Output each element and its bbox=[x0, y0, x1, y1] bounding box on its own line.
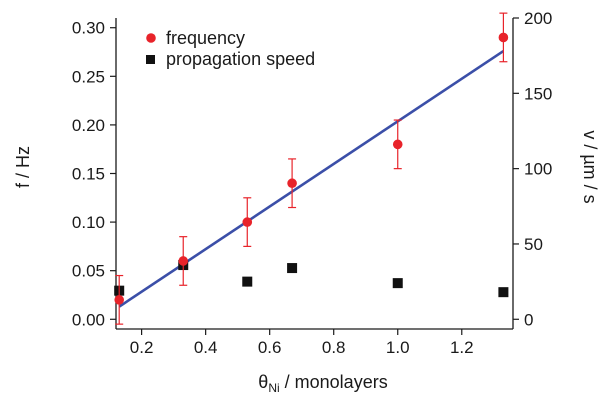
legend-propagation-speed-marker bbox=[146, 55, 155, 64]
y-right-ticks: 0 50 100 150 200 bbox=[513, 9, 552, 329]
x-axis-title: θNi / monolayers bbox=[258, 372, 387, 393]
x-tick-label: 0.2 bbox=[130, 338, 154, 357]
linear-fit-line bbox=[118, 49, 505, 308]
y-right-tick-label: 100 bbox=[524, 160, 552, 179]
y-right-tick-label: 200 bbox=[524, 9, 552, 28]
y-right-axis-title: v / µm / s bbox=[580, 130, 599, 203]
y-left-tick-label: 0.15 bbox=[72, 165, 105, 184]
x-tick-label: 0.8 bbox=[322, 338, 346, 357]
y-left-axis-title: f / Hz bbox=[13, 146, 33, 188]
x-axis-title-subscript: Ni bbox=[268, 381, 279, 393]
legend-frequency-label: frequency bbox=[166, 28, 245, 48]
frequency-point bbox=[242, 217, 253, 227]
propagation-speed-point bbox=[392, 278, 403, 289]
legend: frequency propagation speed bbox=[146, 28, 315, 69]
y-right-tick-label: 150 bbox=[524, 84, 552, 103]
y-left-ticks: 0.00 0.05 0.10 0.15 0.20 0.25 0.30 bbox=[72, 19, 116, 329]
y-left-tick-label: 0.00 bbox=[72, 310, 105, 329]
y-left-tick-label: 0.30 bbox=[72, 19, 105, 38]
y-right-tick-label: 50 bbox=[524, 235, 543, 254]
y-right-tick-label: 0 bbox=[524, 310, 533, 329]
frequency-point bbox=[178, 256, 189, 266]
x-tick-label: 1.2 bbox=[450, 338, 474, 357]
y-left-tick-label: 0.10 bbox=[72, 213, 105, 232]
x-tick-label: 0.4 bbox=[194, 338, 218, 357]
x-tick-label: 1.0 bbox=[386, 338, 410, 357]
x-ticks: 0.2 0.4 0.6 0.8 1.0 1.2 bbox=[130, 329, 474, 357]
frequency-series bbox=[114, 12, 509, 325]
propagation-speed-series bbox=[114, 260, 509, 298]
frequency-point bbox=[498, 32, 509, 43]
fit-line-group bbox=[118, 49, 505, 308]
propagation-speed-point bbox=[498, 287, 509, 298]
x-tick-label: 0.6 bbox=[258, 338, 282, 357]
frequency-point bbox=[392, 139, 403, 150]
propagation-speed-point bbox=[242, 276, 253, 287]
x-axis-title-symbol: θ bbox=[258, 372, 268, 392]
legend-frequency-marker bbox=[146, 33, 156, 43]
y-left-tick-label: 0.20 bbox=[72, 116, 105, 135]
frequency-point bbox=[114, 295, 125, 305]
propagation-speed-point bbox=[287, 263, 298, 274]
x-axis-title-unit: / monolayers bbox=[280, 372, 388, 392]
legend-propagation-speed-label: propagation speed bbox=[166, 49, 315, 69]
y-left-tick-label: 0.05 bbox=[72, 262, 105, 281]
y-left-tick-label: 0.25 bbox=[72, 67, 105, 86]
frequency-point bbox=[287, 178, 297, 189]
